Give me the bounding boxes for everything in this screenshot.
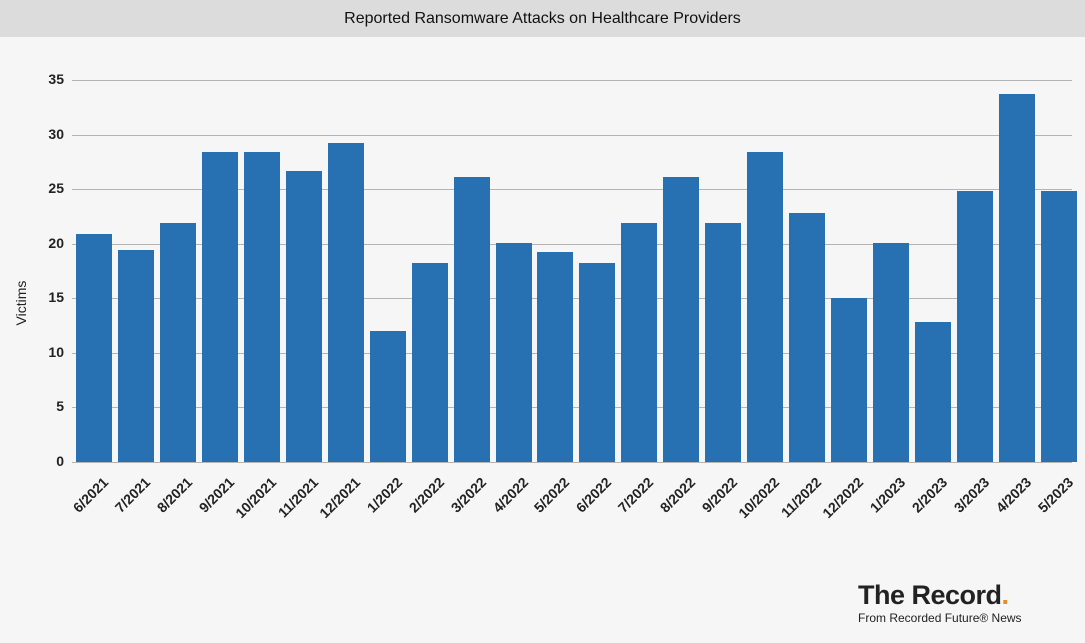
bar-6-2021 [76, 233, 112, 462]
brand-dot: . [1001, 580, 1010, 610]
bar-5-2022 [537, 252, 574, 462]
y-tick-label: 25 [48, 180, 64, 197]
bar-8-2022 [663, 177, 700, 462]
y-tick-label: 30 [48, 125, 64, 142]
bar-1-2022 [369, 331, 406, 462]
y-tick-label: 20 [48, 234, 64, 251]
bar-10-2021 [243, 152, 280, 462]
bar-7-2022 [621, 222, 658, 462]
bar-11-2022 [789, 213, 826, 462]
bar-4-2023 [998, 94, 1035, 462]
y-axis-label: Victims [13, 280, 29, 326]
bar-6-2022 [579, 263, 616, 462]
y-tick-label: 5 [56, 398, 64, 415]
bar-9-2022 [705, 222, 742, 462]
gridline [72, 80, 1072, 81]
gridline [72, 134, 1072, 136]
bar-12-2021 [327, 143, 364, 462]
y-tick-label: 10 [48, 343, 64, 360]
bar-3-2022 [453, 177, 490, 462]
brand-subtitle: From Recorded Future® News [858, 611, 1022, 625]
bar-5-2023 [1040, 191, 1077, 462]
bar-9-2021 [201, 152, 238, 462]
chart-title-bar: Reported Ransomware Attacks on Healthcar… [0, 0, 1085, 37]
bar-1-2023 [873, 242, 910, 462]
bar-11-2021 [285, 170, 322, 462]
gridline [72, 462, 1072, 463]
y-tick-label: 15 [48, 289, 64, 306]
bar-2-2023 [915, 322, 951, 462]
bar-3-2023 [956, 191, 993, 462]
y-tick-label: 35 [48, 71, 64, 87]
bar-7-2021 [117, 250, 154, 462]
chart-title: Reported Ransomware Attacks on Healthcar… [344, 9, 741, 27]
bar-10-2022 [747, 152, 784, 462]
gridline [72, 189, 1072, 191]
bar-4-2022 [495, 242, 532, 462]
gridline [72, 243, 1072, 245]
y-tick-label: 0 [56, 453, 64, 469]
bar-12-2022 [831, 298, 868, 462]
bar-8-2021 [159, 222, 196, 462]
brand-name-text: The Record [858, 580, 1002, 610]
bar-chart: Victims 0 5 10 15 20 25 30 35 6/2021 7/2021 8/2021… [0, 37, 1085, 643]
brand-name: The Record. [858, 580, 1022, 610]
brand-logo: The Record. From Recorded Future® News [858, 580, 1022, 625]
bar-2-2022 [411, 263, 448, 462]
